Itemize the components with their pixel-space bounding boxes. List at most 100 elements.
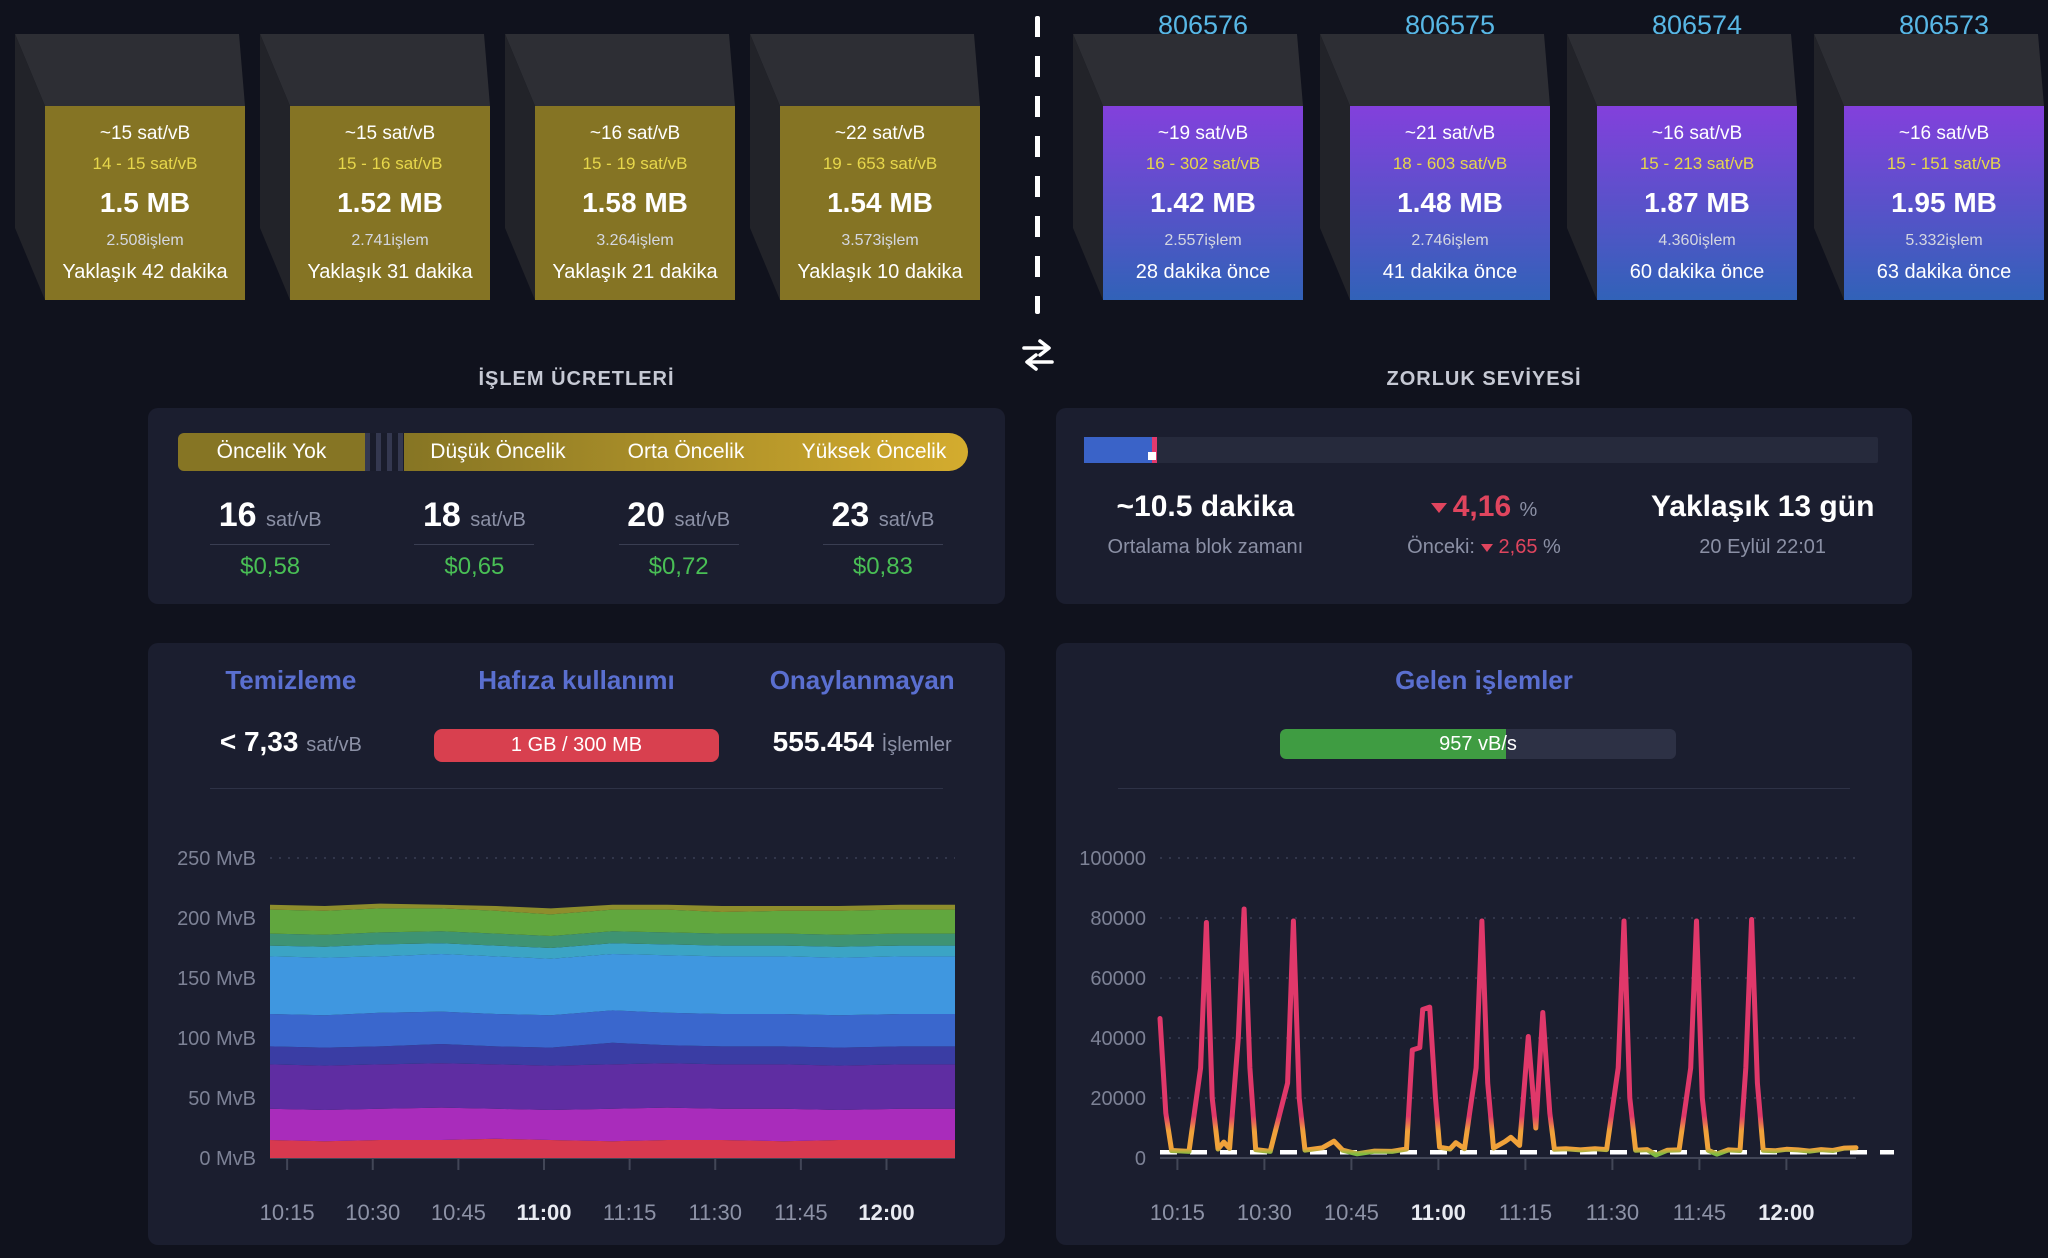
svg-text:11:30: 11:30 [1586, 1200, 1639, 1225]
svg-text:0 MvB: 0 MvB [199, 1148, 256, 1170]
difficulty-progress-bar[interactable] [1084, 437, 1878, 463]
block-tx-count: 4.360işlem [1658, 231, 1736, 249]
block-tx-count: 2.741işlem [351, 231, 429, 249]
mempool-block-2[interactable]: ~15 sat/vB 15 - 16 sat/vB 1.52 MB 2.741i… [290, 106, 490, 300]
fee-rate: 23 [831, 496, 870, 534]
fee-priority-tab-group: Düşük Öncelik Orta Öncelik Yüksek Önceli… [404, 433, 968, 471]
block-size: 1.48 MB [1397, 186, 1503, 218]
mined-block-806574[interactable]: ~16 sat/vB 15 - 213 sat/vB 1.87 MB 4.360… [1597, 106, 1797, 300]
svg-text:200 MvB: 200 MvB [177, 908, 256, 930]
block-eta: Yaklaşık 31 dakika [307, 260, 473, 283]
block-median-fee: ~16 sat/vB [1898, 122, 1990, 144]
svg-text:10:30: 10:30 [345, 1200, 400, 1225]
block-fee-range: 19 - 653 sat/vB [822, 153, 938, 173]
fee-rate: 18 [422, 496, 461, 534]
svg-text:11:15: 11:15 [1499, 1200, 1552, 1225]
block-eta: Yaklaşık 10 dakika [797, 260, 963, 283]
fee-unit: sat/vB [265, 509, 322, 531]
block-size: 1.95 MB [1891, 186, 1997, 218]
svg-text:10:45: 10:45 [431, 1200, 486, 1225]
block-fee-range: 18 - 603 sat/vB [1392, 153, 1508, 173]
block-size: 1.58 MB [582, 186, 688, 218]
difficulty-change-value: 4,16 [1452, 490, 1512, 523]
unconfirmed-title[interactable]: Onaylanmayan [769, 665, 955, 695]
unconfirmed-stat: Onaylanmayan 555.454 İşlemler [719, 665, 1005, 762]
incoming-transactions-panel: Gelen işlemler 957 vB/s 0 20000 40000 60000… [1056, 643, 1912, 1245]
block-median-fee: ~19 sat/vB [1157, 122, 1249, 144]
previous-change-value: 2,65 [1498, 536, 1538, 558]
swap-arrows-icon [1019, 338, 1057, 372]
fee-unit: sat/vB [674, 509, 731, 531]
clearing-title[interactable]: Temizleme [225, 665, 357, 695]
down-arrow-icon [1430, 503, 1447, 514]
block-median-fee: ~16 sat/vB [1651, 122, 1743, 144]
incoming-rate-label: 957 vB/s [1439, 733, 1517, 755]
svg-text:80000: 80000 [1090, 908, 1146, 930]
clearing-unit: sat/vB [306, 734, 362, 756]
unconfirmed-count: 555.454 [772, 726, 874, 757]
retarget-eta-value: Yaklaşık 13 gün [1650, 490, 1875, 523]
mempool-block-3[interactable]: ~16 sat/vB 15 - 19 sat/vB 1.58 MB 3.264i… [535, 106, 735, 300]
block-tx-count: 2.746işlem [1411, 231, 1489, 249]
svg-text:10:15: 10:15 [1150, 1200, 1205, 1225]
mined-block-806573[interactable]: ~16 sat/vB 15 - 151 sat/vB 1.95 MB 5.332… [1844, 106, 2044, 300]
block-tx-count: 3.573işlem [841, 231, 919, 249]
block-size: 1.87 MB [1644, 186, 1750, 218]
tab-low-priority[interactable]: Düşük Öncelik [430, 440, 566, 463]
fee-usd-price: $0,83 [852, 553, 913, 580]
block-fee-range: 15 - 213 sat/vB [1639, 153, 1755, 173]
fee-tabs-gap [365, 433, 404, 471]
avg-block-time-value: ~10.5 dakika [1116, 490, 1295, 523]
previous-label: Önceki: [1407, 536, 1475, 558]
incoming-tx-chart[interactable]: 0 20000 40000 60000 80000 100000 10:15 10:30 10:… [1056, 795, 1912, 1245]
svg-text:11:00: 11:00 [516, 1200, 571, 1225]
svg-text:60000: 60000 [1090, 968, 1146, 990]
block-eta: Yaklaşık 21 dakika [552, 260, 718, 283]
svg-text:12:00: 12:00 [858, 1200, 914, 1225]
svg-text:250 MvB: 250 MvB [177, 848, 256, 870]
memory-usage-title[interactable]: Hafıza kullanımı [478, 665, 675, 695]
svg-text:11:45: 11:45 [774, 1200, 827, 1225]
incoming-rate-bar [1280, 729, 1676, 759]
mined-block-806576[interactable]: ~19 sat/vB 16 - 302 sat/vB 1.42 MB 2.557… [1103, 106, 1303, 300]
fee-item-mid-priority: 20 sat/vB $0,72 [577, 496, 781, 581]
mined-block-806575[interactable]: ~21 sat/vB 18 - 603 sat/vB 1.48 MB 2.746… [1350, 106, 1550, 300]
fee-usd-price: $0,58 [240, 553, 301, 580]
block-eta: Yaklaşık 42 dakika [62, 260, 228, 283]
fee-usd-price: $0,65 [444, 553, 505, 580]
tab-mid-priority[interactable]: Orta Öncelik [627, 440, 745, 463]
mempool-block-1[interactable]: ~15 sat/vB 14 - 15 sat/vB 1.5 MB 2.508iş… [45, 106, 245, 300]
block-median-fee: ~21 sat/vB [1404, 122, 1496, 144]
fee-unit: sat/vB [470, 509, 526, 531]
block-age: 28 dakika önce [1135, 260, 1271, 283]
block-size: 1.52 MB [337, 186, 443, 218]
clearing-value: < 7,33 [219, 726, 299, 757]
block-tx-count: 2.557işlem [1164, 231, 1242, 249]
fee-usd-price: $0,72 [648, 553, 709, 580]
block-median-fee: ~16 sat/vB [589, 122, 681, 144]
mempool-depth-chart[interactable]: 0 MvB 50 MvB 100 MvB 150 MvB 200 MvB 250 MvB 1… [148, 795, 1005, 1245]
block-age: 41 dakika önce [1382, 260, 1518, 283]
transaction-fees-panel: Öncelik Yok Düşük Öncelik Orta Öncelik Y… [148, 408, 1005, 604]
tab-high-priority[interactable]: Yüksek Öncelik [801, 440, 947, 463]
svg-text:0: 0 [1135, 1148, 1146, 1170]
incoming-title[interactable]: Gelen işlemler [1395, 665, 1573, 695]
chain-tip-divider [1035, 16, 1040, 314]
incoming-rate-fill [1280, 729, 1506, 759]
block-fee-range: 14 - 15 sat/vB [92, 153, 198, 173]
retarget-date: 20 Eylül 22:01 [1699, 536, 1827, 558]
difficulty-panel: ~10.5 dakika Ortalama blok zamanı 4,16 %… [1056, 408, 1912, 604]
tab-no-priority[interactable]: Öncelik Yok [178, 433, 365, 471]
svg-text:100000: 100000 [1079, 848, 1146, 870]
avg-block-time: ~10.5 dakika Ortalama blok zamanı [1066, 490, 1345, 559]
fee-item-low-priority: 18 sat/vB $0,65 [372, 496, 576, 581]
block-size: 1.42 MB [1150, 186, 1256, 218]
percent-sign: % [1519, 499, 1538, 521]
mempool-block-4[interactable]: ~22 sat/vB 19 - 653 sat/vB 1.54 MB 3.573… [780, 106, 980, 300]
block-fee-range: 15 - 16 sat/vB [337, 153, 443, 173]
fee-priority-tabs: Öncelik Yok Düşük Öncelik Orta Öncelik Y… [178, 433, 968, 471]
fee-rate: 16 [218, 496, 257, 534]
block-size: 1.54 MB [827, 186, 933, 218]
clearing-stat: Temizleme < 7,33 sat/vB [148, 665, 434, 762]
